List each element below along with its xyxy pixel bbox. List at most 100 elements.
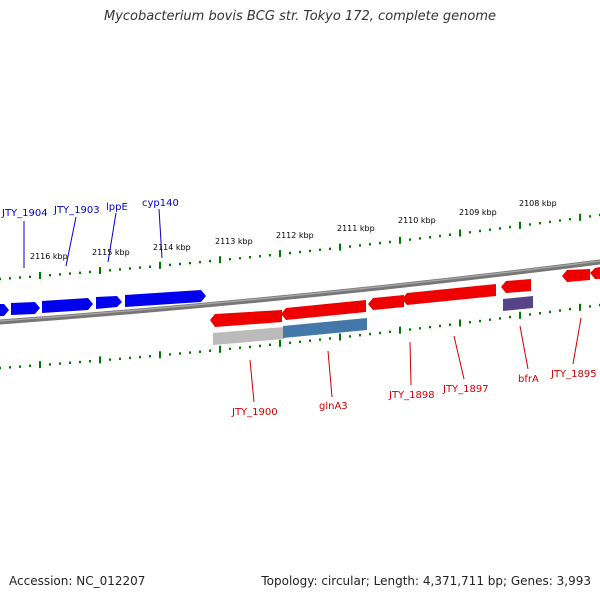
inner-scale-minor-tick [59, 362, 61, 365]
inner-scale-minor-tick [509, 315, 511, 319]
gene-arrow-jty-1903[interactable] [42, 298, 93, 313]
outer-scale-major-tick [579, 213, 581, 221]
outer-scale-major-tick [399, 236, 401, 244]
outer-scale-minor-tick [559, 219, 561, 222]
gene-label-jty-1903[interactable]: JTY_1903 [53, 205, 100, 216]
gene-arrow-jty-1898[interactable] [368, 295, 404, 310]
forward-gene-leaders [23, 208, 163, 268]
kbp-label-2116: 2116 kbp [30, 252, 68, 261]
outer-scale-minor-tick [309, 249, 311, 253]
inner-scale-major-tick [159, 351, 161, 359]
kbp-label-2113: 2113 kbp [215, 237, 253, 246]
outer-scale-minor-tick [569, 218, 571, 221]
outer-scale-minor-tick [429, 236, 431, 239]
inner-scale-minor-tick [209, 349, 211, 352]
reverse-gene-arrows [210, 267, 600, 327]
gene-arrow-jty-1904[interactable] [11, 302, 40, 315]
gene-label-cyp140[interactable]: cyp140 [142, 198, 179, 209]
outer-scale-minor-tick [149, 265, 151, 268]
feature-blue-bar[interactable] [283, 318, 367, 338]
gene-label-jty-1898[interactable]: JTY_1898 [388, 390, 435, 401]
outer-scale-minor-tick [179, 262, 181, 266]
outer-scale-major-tick [339, 243, 341, 251]
outer-scale-minor-tick [0, 277, 1, 281]
outer-scale-minor-tick [139, 266, 141, 269]
outer-scale-minor-tick [539, 222, 541, 225]
inner-scale-minor-tick [179, 352, 181, 355]
outer-scale-minor-tick [379, 241, 381, 245]
outer-scale-minor-tick [59, 273, 61, 276]
outer-scale-minor-tick [109, 269, 111, 272]
outer-scale-minor-tick [319, 248, 321, 251]
gene-arrow-jty-1897[interactable] [402, 284, 496, 305]
inner-scale-minor-tick [469, 321, 471, 324]
kbp-label-2108: 2108 kbp [519, 199, 557, 208]
gene-arrow-lppe[interactable] [96, 296, 122, 309]
gene-label-bfra[interactable]: bfrA [518, 374, 539, 385]
gene-arrow-partial-right[interactable] [590, 267, 600, 279]
gene-label-jty-1897[interactable]: JTY_1897 [442, 384, 489, 395]
inner-scale-minor-tick [529, 313, 531, 316]
gene-label-jty-1900[interactable]: JTY_1900 [231, 407, 278, 418]
outer-scale-minor-tick [389, 240, 391, 244]
outer-scale-minor-tick [189, 261, 191, 265]
outer-scale-minor-tick [329, 247, 331, 250]
outer-scale-major-tick [279, 250, 281, 258]
reverse-gene-leaders [249, 317, 582, 403]
outer-scale-minor-tick [19, 276, 21, 279]
inner-scale-minor-tick [409, 328, 411, 331]
inner-scale-minor-tick [319, 338, 321, 341]
outer-scale-minor-tick [169, 263, 171, 267]
outer-scale-minor-tick [479, 229, 481, 233]
gene-arrow-glna3[interactable] [281, 300, 366, 320]
outer-scale-minor-tick [589, 215, 591, 218]
gene-arrow-jty-1900[interactable] [210, 310, 282, 327]
gene-label-glna3[interactable]: glnA3 [319, 401, 348, 412]
gene-arrow-partial-left[interactable] [0, 304, 9, 316]
inner-scale-minor-tick [0, 366, 1, 370]
outer-scale-ticks [0, 213, 600, 281]
inner-scale-minor-tick [229, 347, 231, 350]
gene-label-jty-1904[interactable]: JTY_1904 [1, 208, 48, 219]
kbp-label-2110: 2110 kbp [398, 216, 436, 225]
inner-scale-major-tick [219, 345, 221, 353]
inner-scale-minor-tick [109, 358, 111, 361]
inner-scale-minor-tick [379, 331, 381, 335]
outer-scale-minor-tick [469, 231, 471, 234]
inner-scale-major-tick [339, 333, 341, 341]
inner-scale-minor-tick [589, 305, 591, 308]
inner-scale-minor-tick [269, 343, 271, 346]
feature-purple-bar[interactable] [503, 296, 533, 311]
outer-scale-minor-tick [129, 267, 131, 270]
feature-gray-bar[interactable] [213, 327, 284, 345]
inner-scale-major-tick [579, 303, 581, 311]
inner-scale-major-tick [279, 339, 281, 347]
outer-scale-minor-tick [249, 256, 251, 259]
outer-scale-minor-tick [509, 225, 511, 229]
inner-scale-minor-tick [89, 360, 91, 363]
inner-scale-major-tick [99, 356, 101, 364]
gene-arrow-bfra[interactable] [501, 279, 531, 293]
inner-scale-minor-tick [329, 337, 331, 340]
inner-scale-ticks [0, 303, 600, 370]
outer-scale-minor-tick [489, 228, 491, 231]
outer-scale-minor-tick [209, 259, 211, 263]
gene-label-jty-1895[interactable]: JTY_1895 [550, 369, 597, 380]
genome-summary-label: Topology: circular; Length: 4,371,711 bp… [261, 574, 591, 588]
inner-scale-minor-tick [549, 310, 551, 314]
kbp-label-2115: 2115 kbp [92, 248, 130, 257]
outer-scale-minor-tick [349, 245, 351, 248]
gene-label-lppe[interactable]: lppE [106, 202, 128, 213]
outer-scale-minor-tick [239, 257, 241, 260]
inner-scale-minor-tick [79, 360, 81, 364]
gene-arrow-cyp140[interactable] [125, 290, 206, 307]
outer-scale-minor-tick [199, 260, 201, 264]
outer-scale-minor-tick [369, 243, 371, 246]
forward-gene-arrows [0, 290, 206, 316]
outer-scale-minor-tick [269, 254, 271, 257]
outer-scale-minor-tick [259, 255, 261, 258]
gene-arrow-jty-1895[interactable] [562, 269, 590, 282]
inner-scale-minor-tick [259, 344, 261, 348]
kbp-label-2111: 2111 kbp [337, 224, 375, 233]
